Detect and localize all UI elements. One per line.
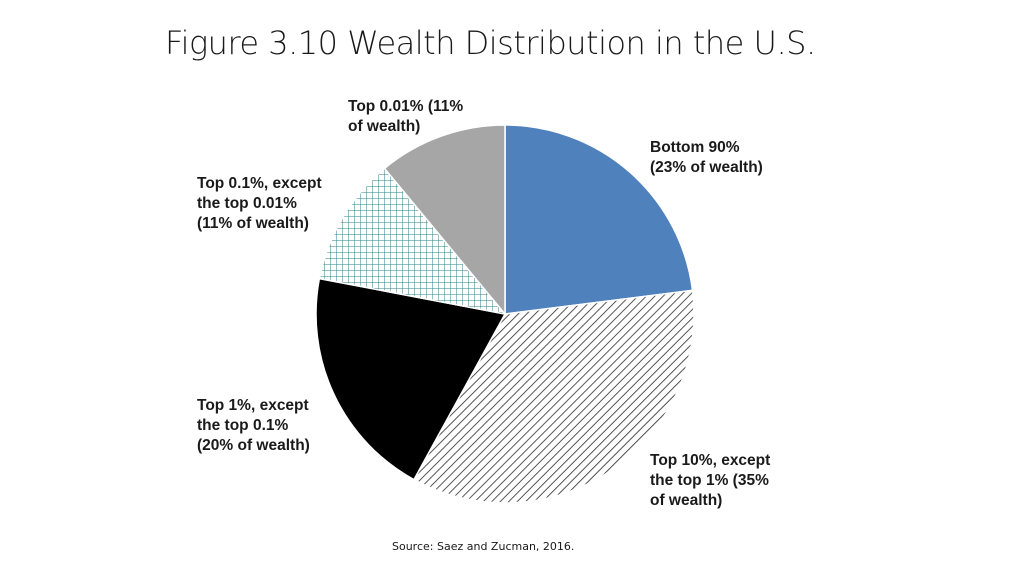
slice-label-line: the top 0.01% xyxy=(197,195,297,212)
pie-slice-bottom90 xyxy=(504,124,694,315)
slice-label-line: of wealth) xyxy=(348,118,421,135)
pie-slice-top01 xyxy=(318,167,507,316)
slice-label-line: Top 0.01% (11% xyxy=(348,98,464,115)
slide-title: Figure 3.10 Wealth Distribution in the U… xyxy=(165,24,816,62)
slice-label-line: Top 1%, except xyxy=(197,397,309,414)
slice-label-line: Top 10%, except xyxy=(650,452,771,469)
slice-label-top-0-1: Top 0.1%, except the top 0.01% (11% of wea… xyxy=(197,174,322,234)
slice-label-line: Bottom 90% xyxy=(650,139,740,156)
slice-label-top-1: Top 1%, except the top 0.1% (20% of wealth… xyxy=(197,396,310,456)
pie-slice-top10 xyxy=(412,289,695,504)
slice-label-line: of wealth) xyxy=(650,492,723,509)
slice-label-line: (23% of wealth) xyxy=(650,159,763,176)
pie-slice-top1 xyxy=(315,277,507,481)
slice-label-line: (20% of wealth) xyxy=(197,437,310,454)
slice-label-line: (11% of wealth) xyxy=(197,215,309,232)
pie-slice-top001 xyxy=(383,124,506,317)
source-note: Source: Saez and Zucman, 2016. xyxy=(392,540,575,553)
slice-label-bottom-90: Bottom 90% (23% of wealth) xyxy=(650,138,763,178)
slice-label-top-0-01: Top 0.01% (11% of wealth) xyxy=(348,97,463,137)
slice-label-top-10: Top 10%, except the top 1% (35% of wealth) xyxy=(650,451,770,511)
slice-label-line: the top 1% (35% xyxy=(650,472,769,489)
slice-label-line: Top 0.1%, except xyxy=(197,175,322,192)
slice-label-line: the top 0.1% xyxy=(197,417,289,434)
